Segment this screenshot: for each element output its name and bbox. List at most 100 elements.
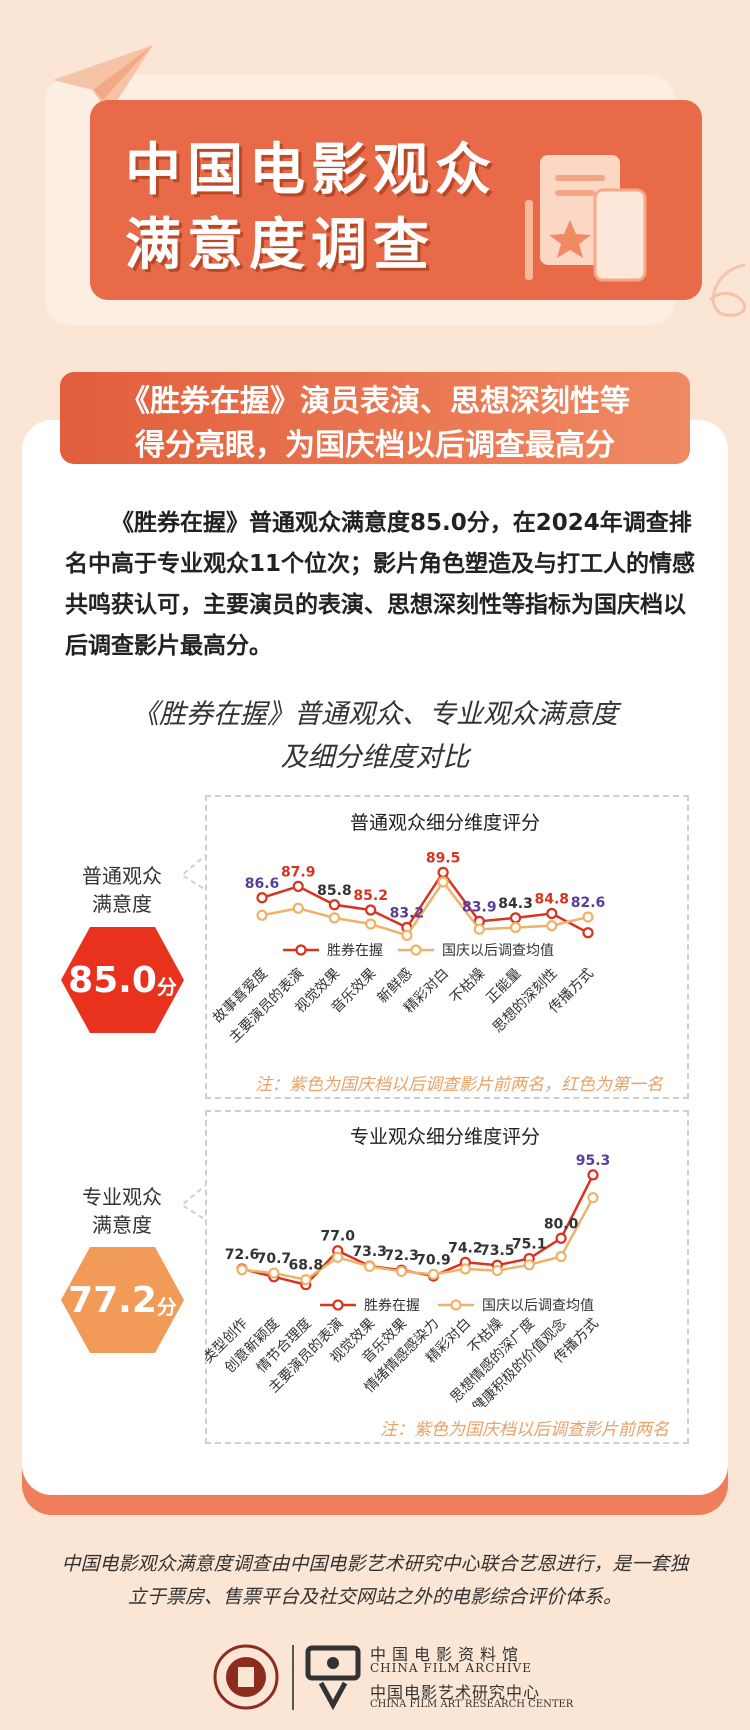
data-point-1-0 [236,1264,248,1276]
legend-marker-0 [295,944,307,956]
series-line-0 [261,870,589,934]
logo-cn-research: 中国电影艺术研究中心 [370,1683,541,1702]
general-score-value: 85.0 [68,959,157,1001]
archive-seal-logo [213,1644,279,1710]
data-point-0-10 [555,1232,567,1244]
data-label-2: 85.8 [317,883,352,899]
subtitle-banner [60,372,690,464]
data-label-0: 86.6 [245,876,280,892]
data-point-1-7 [459,1263,471,1275]
banner-line2: 得分亮眼，为国庆档以后调查最高分 [135,428,615,463]
callout-pointer-2 [180,1155,207,1238]
data-point-1-3 [332,1251,344,1263]
data-label-9: 75.1 [512,1237,547,1253]
logo-cn-archive: 中国电影资料馆 [370,1645,525,1664]
data-label-11: 95.3 [576,1153,611,1169]
legend-label-1: 国庆以后调查均值 [482,1298,594,1314]
intro-paragraph: 《胜券在握》普通观众满意度85.0分，在2024年调查排名中高于专业观众11个位… [65,503,705,667]
decorative-swirl [708,263,746,317]
general-audience-label: 普通观众 满意度 [62,862,182,918]
chart-caption-line2: 及细分维度对比 [280,742,470,773]
data-label-0: 72.6 [225,1247,260,1263]
general-chart-panel [205,795,689,1099]
data-label-4: 83.2 [390,906,425,922]
data-label-9: 82.6 [571,895,606,911]
data-label-5: 72.3 [384,1248,419,1264]
data-label-6: 70.9 [416,1252,451,1268]
legend-label-0: 胜券在握 [327,943,383,959]
general-score-badge-bg [61,927,184,1033]
data-point-1-5 [395,1265,408,1278]
professional-chart-panel [205,1110,689,1444]
data-point-1-10 [555,1250,567,1263]
data-point-1-2 [328,912,341,924]
data-point-1-7 [509,921,522,934]
general-chart-note: 注：紫色为国庆档以后调查影片前两名，红色为第一名 [255,1075,663,1095]
professional-score-badge: 77.2 分 [60,1245,185,1355]
professional-score-value: 77.2 [68,1279,157,1321]
professional-audience-label-line1: 专业观众 [82,1185,162,1209]
paper-plane-icon [53,45,153,115]
footer-line2: 立于票房、售票平台及社交网站之外的电影综合评价体系。 [127,1586,622,1608]
film-research-logo [305,1645,361,1711]
data-point-0-0 [256,892,268,904]
legend-label-1: 国庆以后调查均值 [442,943,554,959]
data-point-1-6 [473,923,485,935]
category-label-6: 不枯燥 [447,966,488,1007]
data-point-1-2 [300,1274,312,1286]
data-point-1-8 [546,920,558,932]
data-label-8: 73.5 [480,1243,515,1259]
professional-audience-label-line2: 满意度 [92,1213,152,1237]
intro-text: 《胜券在握》普通观众满意度85.0分，在2024年调查排名中高于专业观众11个位… [65,510,696,659]
general-score-unit: 分 [156,974,177,999]
data-label-5: 89.5 [426,850,461,866]
data-point-1-9 [523,1259,535,1271]
general-audience-label-line1: 普通观众 [82,864,162,888]
data-point-1-4 [401,929,413,941]
data-label-1: 70.7 [257,1251,292,1267]
general-score-badge: 85.0 分 [60,925,185,1035]
data-point-0-11 [587,1169,599,1181]
data-point-1-8 [491,1265,503,1277]
data-point-0-2 [328,899,341,911]
data-point-1-9 [582,911,594,923]
data-label-2: 68.8 [289,1258,324,1274]
data-point-1-5 [437,876,449,888]
logo-en-research: CHINA FILM ART RESEARCH CENTER [370,1699,574,1710]
data-label-3: 77.0 [320,1229,355,1245]
general-chart-svg: 86.687.985.8 85.283.2 89.5 83.9 84.3 84.8 82.6… [210,850,606,1046]
callout-pointer [180,825,207,908]
data-point-1-1 [268,1267,280,1279]
legend-marker-0 [332,1299,344,1311]
data-label-3: 85.2 [353,888,388,904]
data-label-10: 80.0 [544,1216,579,1232]
general-audience-label-line2: 满意度 [92,892,152,916]
data-point-0-3 [365,904,377,916]
data-point-0-5 [437,866,449,878]
legend-label-0: 胜券在握 [364,1298,420,1314]
data-label-4: 73.3 [352,1244,387,1260]
data-point-1-4 [364,1260,376,1273]
professional-audience-label: 专业观众 满意度 [62,1183,182,1239]
series-line-1 [261,879,589,937]
data-point-0-1 [292,880,304,892]
data-point-1-6 [427,1268,440,1280]
data-point-0-7 [509,912,522,924]
chart-caption-line1: 《胜券在握》普通观众、专业观众满意度 [132,699,618,730]
footer-line1: 中国电影观众满意度调查由中国电影艺术研究中心联合艺恩进行，是一套独 [61,1553,689,1575]
professional-chart-title: 专业观众细分维度评分 [349,1126,540,1148]
logo-en-archive: CHINA FILM ARCHIVE [370,1661,533,1675]
page-title-line2: 满意度调查 [125,213,435,278]
data-label-1: 87.9 [281,864,316,880]
data-label-8: 84.8 [535,892,570,908]
professional-score-badge-bg [61,1247,184,1353]
data-point-1-3 [365,918,377,930]
data-point-0-8 [546,907,558,920]
data-label-6: 83.9 [462,899,497,915]
professional-chart-note: 注：紫色为国庆档以后调查影片前两名 [380,1420,669,1440]
logo-divider [292,1645,294,1710]
survey-document-icon [525,155,647,282]
general-chart-title: 普通观众细分维度评分 [349,812,540,834]
data-label-7: 84.3 [498,896,533,912]
data-point-1-0 [256,909,268,921]
